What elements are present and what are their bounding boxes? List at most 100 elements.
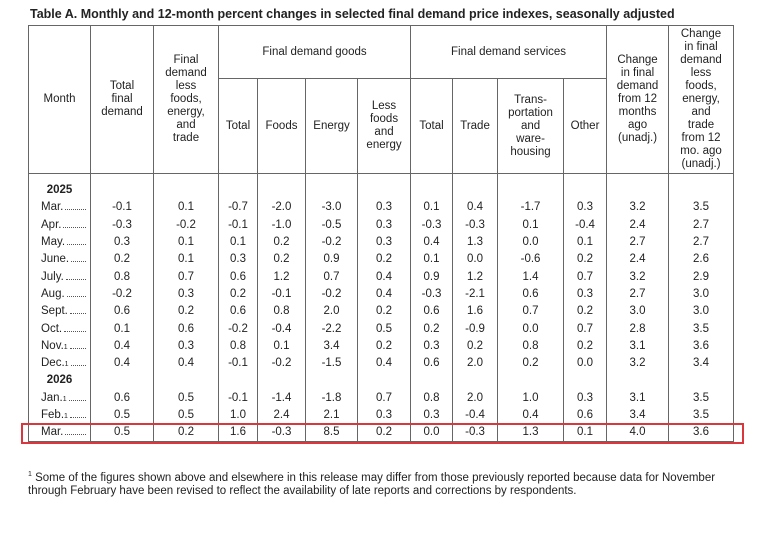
cell: -1.7 [497, 199, 565, 217]
data-row: Dec. 1 0.4 0.4 -0.1 -0.2 -1.5 0.4 0.6 2.0 0.2 0.0 3.… [28, 354, 735, 373]
cell: 0.6 [218, 303, 258, 321]
cell: -0.4 [563, 216, 608, 234]
cell: 0.3 [90, 233, 154, 252]
cell: 0.2 [356, 337, 412, 355]
cell: 0.7 [497, 303, 565, 321]
month-wrap: Aug. [41, 286, 86, 303]
cell: 0.2 [218, 285, 258, 304]
cell: 0.8 [218, 337, 258, 355]
cell: 2.0 [452, 389, 499, 407]
cell: 2.4 [606, 216, 670, 234]
cell: 0.4 [356, 354, 412, 373]
cell [452, 372, 499, 390]
cell [497, 182, 565, 200]
footnote-marker: 1 [28, 471, 32, 479]
cell: 3.0 [668, 303, 735, 321]
cell [563, 372, 608, 390]
month-label: Apr. [41, 218, 62, 231]
month-label: Nov. [41, 339, 64, 352]
cell [606, 182, 670, 200]
cell [153, 182, 219, 200]
cell: -1.4 [257, 389, 306, 407]
cell: -0.3 [410, 216, 454, 234]
cell: -0.2 [218, 320, 258, 338]
cell: 0.6 [90, 389, 154, 407]
column-header: Total [410, 78, 454, 174]
cell [90, 173, 154, 182]
cell: 0.4 [356, 268, 412, 286]
table-title: Table A. Monthly and 12-month percent ch… [30, 7, 675, 21]
cell: 0.8 [410, 389, 454, 407]
cell: 2.4 [257, 406, 306, 425]
column-header: Final demand less foods, energy, and tra… [153, 25, 219, 174]
cell: 3.4 [606, 406, 670, 425]
cell [305, 372, 358, 390]
data-row: July. 0.8 0.7 0.6 1.2 0.7 0.4 0.9 1.2 1.4 0.7 3.2 2.… [28, 268, 735, 286]
data-row: Nov. 1 0.4 0.3 0.8 0.1 3.4 0.2 0.3 0.2 0.8 0.2 3.1 3.… [28, 337, 735, 355]
cell: 0.2 [452, 337, 499, 355]
data-row: Mar. 0.5 0.2 1.6 -0.3 8.5 0.2 0.0 -0.3 1.3 0.1 4.0 3… [28, 424, 735, 443]
month-wrap: Jan. 1 [41, 390, 86, 407]
cell: 1.2 [257, 268, 306, 286]
cell: 0.3 [410, 406, 454, 425]
cell: -0.3 [410, 285, 454, 304]
column-header: Total [218, 78, 258, 174]
cell: 0.2 [356, 251, 412, 269]
cell [153, 173, 219, 182]
cell: 2.9 [668, 268, 735, 286]
cell: 0.5 [90, 406, 154, 425]
cell: 0.1 [218, 233, 258, 252]
cell: 0.0 [497, 320, 565, 338]
cell: 0.1 [153, 251, 219, 269]
cell [257, 173, 306, 182]
year-label: 2026 [28, 372, 91, 390]
cell: 3.4 [668, 354, 735, 373]
cell: 0.2 [563, 251, 608, 269]
cell: 0.2 [563, 337, 608, 355]
cell: 0.1 [563, 233, 608, 252]
cell: -0.2 [153, 216, 219, 234]
month-cell: Sept. [28, 303, 91, 321]
month-wrap: Dec. 1 [41, 355, 86, 372]
dot-leader [68, 390, 86, 401]
month-wrap: Nov. 1 [41, 338, 86, 355]
cell: 0.6 [563, 406, 608, 425]
column-header: Foods [257, 78, 306, 174]
cell: 0.9 [410, 268, 454, 286]
cell: 0.4 [497, 406, 565, 425]
cell: 0.1 [153, 233, 219, 252]
cell: 0.3 [356, 233, 412, 252]
cell: 2.6 [668, 251, 735, 269]
cell: 4.0 [606, 424, 670, 443]
cell: 2.7 [606, 233, 670, 252]
cell [257, 182, 306, 200]
cell [668, 182, 735, 200]
cell: 1.0 [497, 389, 565, 407]
cell: -0.2 [305, 285, 358, 304]
year-label: 2025 [28, 182, 91, 200]
cell [563, 182, 608, 200]
cell: 0.8 [257, 303, 306, 321]
table-header: Month Total final demand Final demand less… [28, 25, 735, 174]
cell: -0.2 [90, 285, 154, 304]
cell: 0.6 [410, 303, 454, 321]
cell: -0.1 [90, 199, 154, 217]
cell: 3.6 [668, 337, 735, 355]
cell: 2.7 [668, 233, 735, 252]
cell [356, 182, 412, 200]
month-label: Feb. [41, 409, 65, 421]
data-row: Feb. 1 0.5 0.5 1.0 2.4 2.1 0.3 0.3 -0.4 0.4 0.6 3.4 3… [28, 406, 735, 425]
dot-leader [65, 424, 86, 436]
cell: 3.1 [606, 337, 670, 355]
cell: 0.1 [410, 199, 454, 217]
cell: 0.6 [218, 268, 258, 286]
cell: 0.3 [153, 285, 219, 304]
cell: 1.2 [452, 268, 499, 286]
month-cell: May. [28, 233, 91, 252]
cell: 0.1 [153, 199, 219, 217]
dot-leader [69, 407, 86, 418]
month-cell: Feb. 1 [28, 406, 91, 425]
cell: -3.0 [305, 199, 358, 217]
cell: -2.2 [305, 320, 358, 338]
cell: 2.0 [452, 354, 499, 373]
